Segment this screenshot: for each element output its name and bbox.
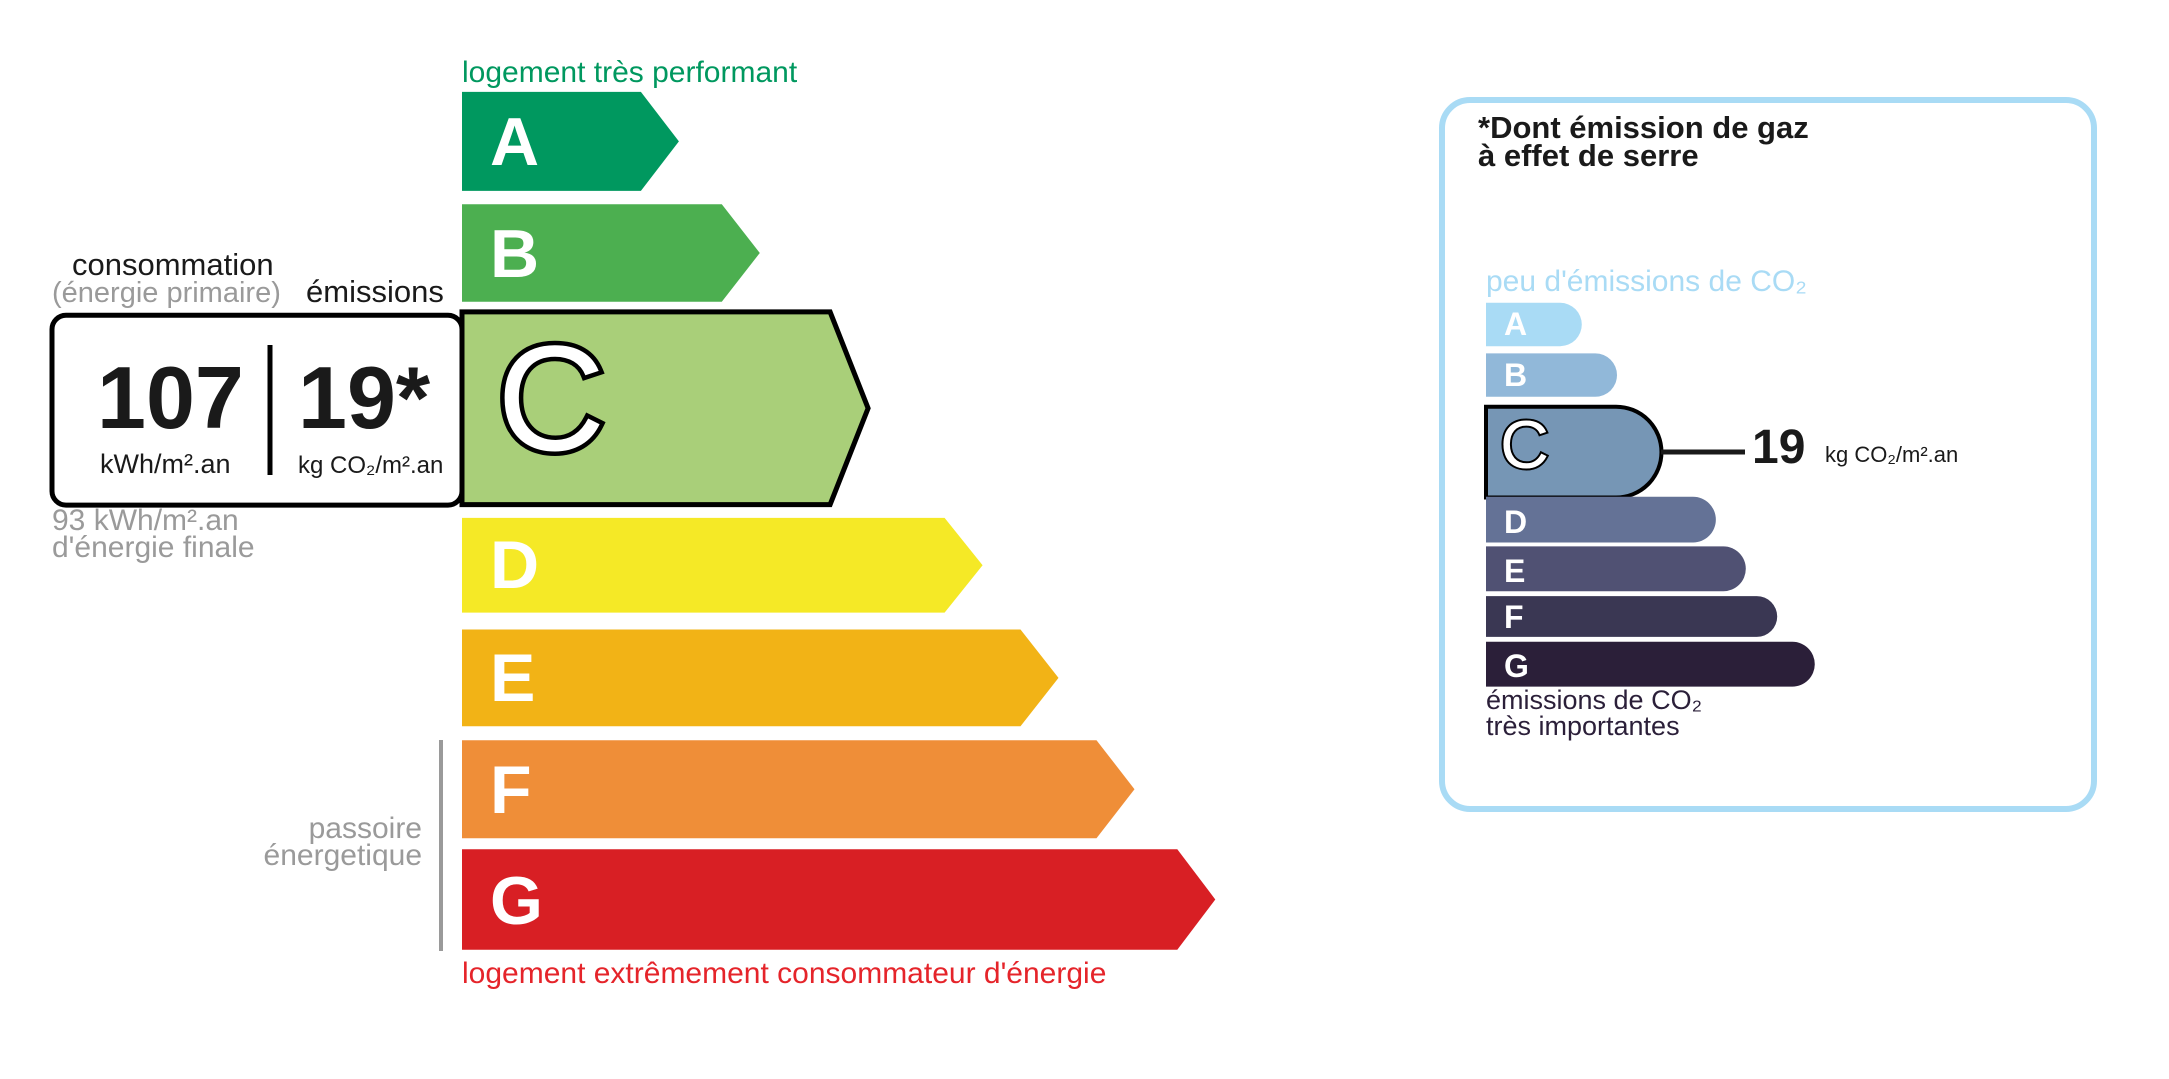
svg-text:B: B <box>1504 357 1527 393</box>
svg-text:logement extrêmement consommat: logement extrêmement consommateur d'éner… <box>462 957 1106 990</box>
svg-text:très importantes: très importantes <box>1486 711 1680 741</box>
svg-text:kWh/m².an: kWh/m².an <box>100 449 231 479</box>
svg-text:énergetique: énergetique <box>264 839 422 872</box>
svg-text:A: A <box>1504 306 1527 342</box>
svg-text:E: E <box>1504 553 1525 589</box>
svg-text:d'énergie finale: d'énergie finale <box>52 531 255 564</box>
svg-text:G: G <box>490 863 543 939</box>
svg-text:19: 19 <box>1752 421 1805 474</box>
svg-text:F: F <box>490 752 532 828</box>
svg-text:A: A <box>490 104 539 180</box>
svg-text:C: C <box>497 314 605 482</box>
svg-text:D: D <box>1504 504 1527 540</box>
svg-text:émissions: émissions <box>306 274 444 309</box>
svg-text:logement très performant: logement très performant <box>462 56 798 89</box>
svg-text:E: E <box>490 640 535 716</box>
svg-text:kg CO₂/m².an: kg CO₂/m².an <box>298 452 443 479</box>
svg-text:19*: 19* <box>298 348 431 447</box>
svg-text:D: D <box>490 527 539 603</box>
svg-text:107: 107 <box>97 348 244 447</box>
svg-text:peu d'émissions de CO₂: peu d'émissions de CO₂ <box>1486 265 1807 298</box>
svg-text:F: F <box>1504 599 1524 635</box>
svg-text:B: B <box>490 216 539 292</box>
svg-text:(énergie primaire): (énergie primaire) <box>52 277 281 309</box>
svg-text:G: G <box>1504 648 1529 684</box>
svg-text:kg CO₂/m².an: kg CO₂/m².an <box>1825 442 1958 467</box>
svg-text:à effet de serre: à effet de serre <box>1478 138 1699 173</box>
svg-text:C: C <box>1500 407 1549 483</box>
